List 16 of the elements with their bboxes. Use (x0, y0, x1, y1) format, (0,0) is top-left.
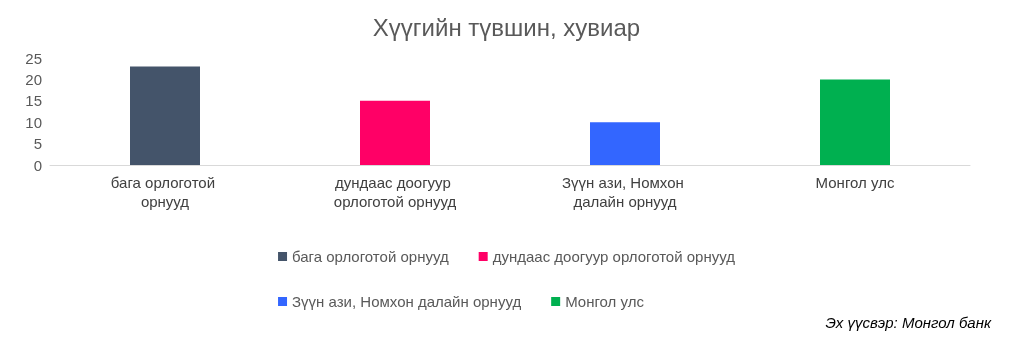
y-tick-label: 15 (25, 92, 42, 110)
text: Эх үүсвэр: Монгол банк (825, 314, 992, 331)
y-tick-label: 5 (33, 135, 42, 153)
y-tick-label: 10 (25, 113, 42, 131)
legend-label: бага орлоготой орнууд (292, 248, 449, 265)
x-tick-label: Зүүн ази, Номхон далайн орнууд (562, 174, 688, 210)
legend-label: Монгол улс (565, 293, 645, 310)
y-tick-label: 25 (25, 49, 42, 67)
legend-label: дундаас доогуур орлоготой орнууд (492, 248, 736, 265)
x-tick-label: бага орлоготой орнууд (110, 174, 220, 210)
x-tick-label: Монгол улс (815, 174, 895, 191)
chart-title: Хүүгийн түвшин, хувиар (372, 13, 641, 41)
y-tick-label: 20 (25, 70, 42, 88)
x-tick-label: дундаас доогуур орлоготой орнууд (333, 174, 457, 210)
y-tick-label: 0 (33, 156, 42, 174)
legend-label: Зүүн ази, Номхон далайн орнууд (292, 293, 522, 310)
